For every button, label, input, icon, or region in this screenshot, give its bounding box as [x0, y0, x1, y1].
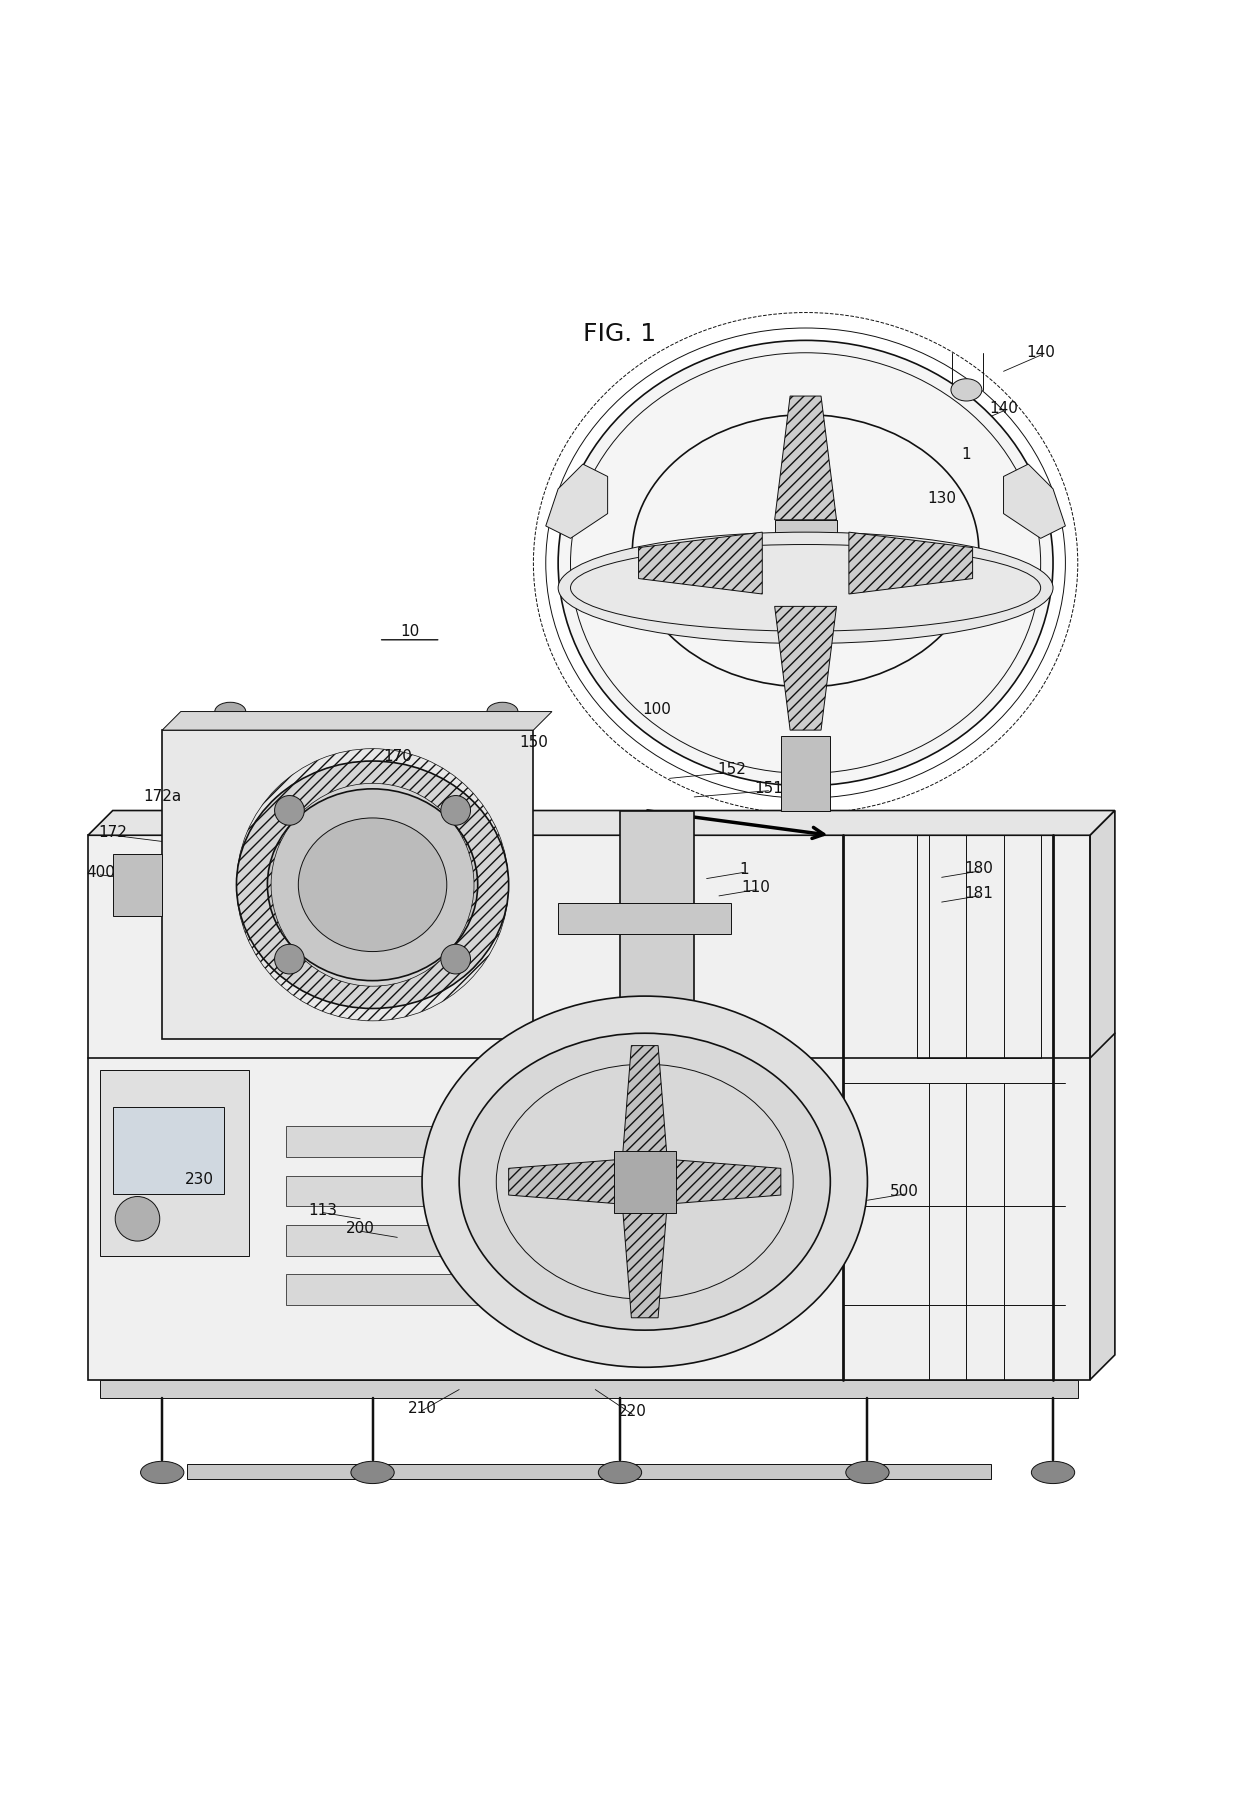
Text: 140: 140	[1027, 346, 1055, 360]
Text: FIG. 1: FIG. 1	[584, 322, 656, 346]
Bar	[916, 835, 1040, 1059]
Polygon shape	[88, 811, 1115, 835]
Bar	[286, 1224, 484, 1255]
Text: 151: 151	[754, 780, 782, 795]
Polygon shape	[639, 533, 763, 595]
Ellipse shape	[487, 702, 518, 720]
FancyBboxPatch shape	[88, 835, 1090, 1379]
Text: 200: 200	[346, 1221, 374, 1237]
Ellipse shape	[268, 789, 477, 980]
Text: 140: 140	[990, 400, 1018, 417]
Bar	[286, 1175, 484, 1206]
Ellipse shape	[951, 378, 982, 400]
Polygon shape	[508, 1159, 620, 1204]
Ellipse shape	[140, 1461, 184, 1484]
Bar	[286, 1126, 484, 1157]
Polygon shape	[775, 397, 837, 520]
Polygon shape	[162, 711, 552, 729]
Text: 10: 10	[401, 624, 419, 638]
Bar	[162, 729, 533, 1039]
Ellipse shape	[599, 1461, 641, 1484]
Circle shape	[115, 1197, 160, 1241]
Text: 400: 400	[86, 864, 115, 880]
Ellipse shape	[459, 1033, 831, 1330]
Text: 172: 172	[98, 826, 128, 840]
Bar	[558, 904, 732, 935]
Text: 130: 130	[928, 491, 956, 506]
Text: 170: 170	[383, 749, 412, 764]
Polygon shape	[670, 1159, 781, 1204]
Text: 1: 1	[961, 447, 971, 462]
Polygon shape	[546, 464, 608, 538]
Ellipse shape	[846, 1461, 889, 1484]
Polygon shape	[849, 533, 972, 595]
Circle shape	[440, 944, 470, 973]
Text: 172a: 172a	[143, 789, 181, 804]
Ellipse shape	[215, 702, 246, 720]
Text: 180: 180	[965, 860, 993, 877]
Ellipse shape	[558, 340, 1053, 786]
Bar	[781, 737, 831, 811]
Bar	[620, 811, 694, 1033]
Text: 220: 220	[618, 1404, 647, 1419]
Bar	[286, 1275, 484, 1306]
Bar	[113, 1108, 224, 1193]
Ellipse shape	[558, 533, 1053, 644]
Text: 152: 152	[717, 762, 745, 777]
Bar	[100, 1379, 1078, 1399]
Text: 113: 113	[309, 1202, 337, 1217]
Bar	[775, 520, 837, 582]
Ellipse shape	[422, 997, 868, 1368]
Bar	[100, 1070, 249, 1255]
Ellipse shape	[351, 1461, 394, 1484]
Circle shape	[274, 795, 304, 826]
Text: 181: 181	[965, 886, 993, 900]
Polygon shape	[622, 1046, 667, 1157]
Ellipse shape	[1032, 1461, 1075, 1484]
Circle shape	[274, 944, 304, 973]
Bar	[113, 853, 162, 915]
Ellipse shape	[299, 819, 446, 951]
Polygon shape	[622, 1206, 667, 1317]
Bar	[187, 1464, 991, 1479]
Polygon shape	[1090, 811, 1115, 1379]
Text: 1: 1	[739, 862, 749, 877]
Bar	[614, 1151, 676, 1213]
Text: 100: 100	[642, 702, 672, 717]
Text: 500: 500	[890, 1184, 919, 1199]
Circle shape	[440, 795, 470, 826]
Ellipse shape	[237, 760, 508, 1008]
Polygon shape	[775, 606, 837, 729]
Polygon shape	[1003, 464, 1065, 538]
Text: 150: 150	[520, 735, 548, 749]
Text: 210: 210	[408, 1401, 436, 1415]
Text: 110: 110	[742, 880, 770, 895]
Text: 230: 230	[185, 1171, 213, 1186]
